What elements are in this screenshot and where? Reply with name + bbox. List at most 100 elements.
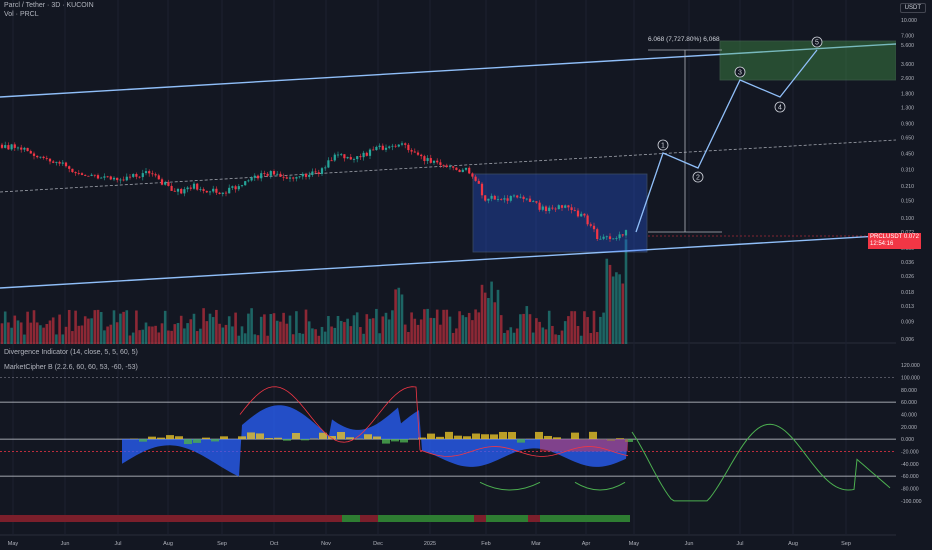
candle-body (384, 147, 388, 150)
money-flow-bar (148, 436, 156, 440)
money-flow-bar (328, 436, 336, 440)
trend-strip-cell (318, 515, 324, 522)
price-axis: 10.000 7.000 5.600 3.600 2.600 1.800 1.300 0.90… (896, 0, 932, 550)
candle-body (442, 164, 445, 166)
trend-strip-cell (240, 515, 246, 522)
volume-bar (579, 335, 583, 344)
candle-body (154, 174, 157, 176)
volume-bar (285, 323, 289, 344)
volume-bar (573, 311, 577, 344)
money-flow-bar (427, 433, 435, 440)
volume-bar (227, 316, 231, 344)
trend-strip-cell (468, 515, 474, 522)
divergence-indicator-label[interactable]: Divergence Indicator (14, close, 5, 5, 6… (4, 349, 138, 356)
money-flow-bar (202, 437, 210, 440)
money-flow-bar (454, 435, 462, 440)
range-box (472, 173, 648, 253)
volume-bar (167, 330, 170, 344)
trend-strip-cell (72, 515, 78, 522)
volume-bar (570, 311, 573, 344)
candle-body (32, 153, 36, 156)
volume-bar (250, 308, 253, 344)
price-tick-label: 5.600 (901, 43, 914, 49)
candle-body (333, 154, 336, 161)
candle-body (468, 167, 471, 174)
currency-button[interactable]: USDT (899, 3, 926, 13)
volume-bar (547, 310, 551, 344)
candle-body (621, 234, 624, 236)
candle-body (148, 171, 151, 174)
trend-strip-cell (210, 515, 216, 522)
money-flow-bar (238, 436, 246, 440)
candle-body (525, 198, 528, 200)
trend-strip-cell (402, 515, 408, 522)
candle-body (522, 196, 525, 199)
time-tick-label: Aug (788, 541, 798, 547)
money-flow-bar (265, 438, 273, 440)
volume-bar (624, 239, 628, 344)
candle-body (413, 151, 416, 153)
time-tick-label: 2025 (424, 541, 436, 547)
candle-body (39, 156, 42, 158)
candle-body (244, 181, 247, 186)
volume-bar (141, 329, 145, 344)
trend-strip-cell (186, 515, 192, 522)
trend-strip-cell (342, 515, 348, 522)
volume-bar (125, 310, 129, 344)
time-tick-label: Jun (685, 541, 694, 547)
volume-bar (112, 310, 116, 344)
volume-bar (288, 315, 292, 344)
volume-bar (560, 330, 564, 344)
time-tick-label: May (629, 541, 640, 547)
candle-body (288, 177, 292, 179)
red-flow-area (540, 439, 628, 452)
candle-body (160, 179, 164, 185)
volume-bar (3, 311, 7, 344)
candle-body (221, 192, 224, 194)
candle-body (336, 154, 340, 156)
trend-strip-cell (168, 515, 174, 522)
trend-strip-cell (192, 515, 198, 522)
candle-body (570, 207, 573, 211)
volume-bar (455, 328, 458, 344)
candle-body (452, 166, 455, 168)
volume-bar (365, 314, 369, 344)
trend-strip-cell (282, 515, 288, 522)
volume-bar (317, 335, 321, 344)
candle-body (71, 168, 74, 173)
candle-body (320, 168, 324, 174)
oscillator-pane (0, 377, 896, 522)
money-flow-bar (481, 434, 489, 440)
price-tick-label: 2.600 (901, 76, 914, 82)
candle-body (176, 188, 180, 192)
money-flow-bar (193, 439, 201, 443)
candle-body (538, 202, 541, 210)
time-tick-label: Sep (841, 541, 851, 547)
candle-body (212, 188, 215, 192)
candle-body (464, 167, 468, 170)
wave-marker (774, 101, 786, 113)
volume-bar (32, 310, 36, 344)
volume-bar (509, 327, 513, 344)
candle-body (573, 210, 576, 211)
money-flow-bar (364, 434, 372, 440)
trend-strip-cell (516, 515, 522, 522)
trend-strip-cell (474, 515, 480, 522)
candle-body (106, 176, 109, 178)
trend-strip-cell (66, 515, 72, 522)
volume-bar (115, 322, 119, 344)
candle-body (458, 169, 461, 173)
candle-body (436, 160, 439, 163)
candle-body (42, 156, 45, 159)
trend-strip-cell (60, 515, 66, 522)
volume-bar (339, 320, 343, 344)
candle-body (74, 172, 77, 174)
candle-body (528, 198, 532, 202)
candle-body (276, 173, 279, 175)
volume-bar (29, 322, 33, 344)
money-flow-bar (337, 431, 345, 440)
marketcipher-label[interactable]: MarketCipher B (2.2.6, 60, 60, 53, -60, … (4, 364, 138, 371)
volume-bar (576, 326, 580, 344)
candle-body (608, 236, 612, 239)
volume-bar (266, 335, 269, 344)
